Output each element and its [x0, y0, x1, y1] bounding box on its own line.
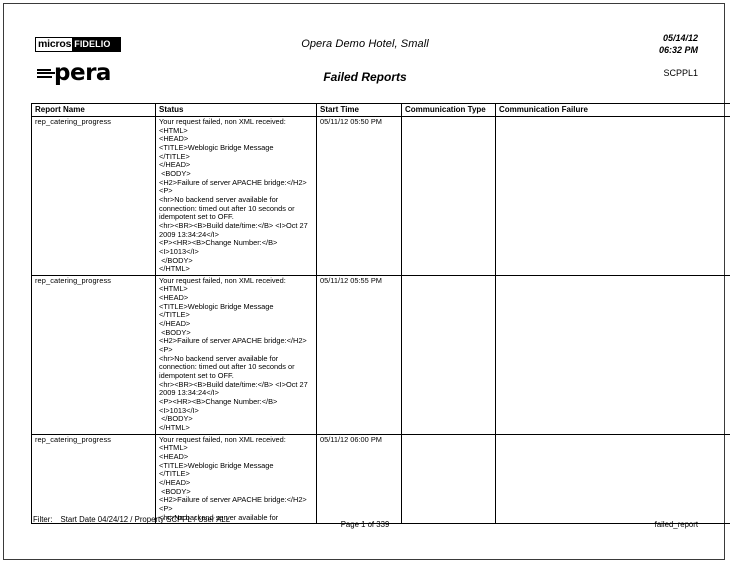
cell-status: Your request failed, non XML received:<H… [159, 117, 308, 274]
report-page: micros FIDELIO pera Opera Demo Hotel, Sm… [3, 3, 730, 560]
cell-report-name: rep_catering_progress [35, 275, 112, 285]
fidelio-wordmark: FIDELIO [72, 38, 120, 51]
page-title: Failed Reports [323, 70, 407, 84]
footer-filter: Filter: Start Date 04/24/12 / Property SC… [33, 515, 230, 524]
table-row: rep_catering_progress Your request faile… [31, 116, 730, 276]
hotel-name: Opera Demo Hotel, Small [301, 38, 429, 50]
print-date: 05/14/12 [662, 33, 698, 43]
opera-wordmark: pera [54, 60, 111, 86]
column-header-comm-type: Communication Type [401, 103, 496, 117]
table-header-row: Report Name Status Start Time Communicat… [31, 103, 730, 117]
column-header-report-name: Report Name [31, 103, 156, 117]
micros-wordmark: micros [36, 38, 73, 51]
print-time: 06:32 PM [658, 44, 698, 55]
print-timestamp: 05/14/12 06:32 PM [659, 33, 698, 56]
opera-logo: pera [37, 62, 111, 85]
report-file-name: failed_report [654, 520, 698, 529]
cell-status: Your request failed, non XML received:<H… [159, 275, 308, 432]
brand-logos: micros FIDELIO pera [35, 37, 155, 85]
opera-swoosh-icon [37, 65, 57, 83]
cell-start-time: 05/11/12 05:55 PM [320, 275, 382, 285]
cell-start-time: 05/11/12 05:50 PM [320, 117, 382, 126]
page-number: Page 1 of 339 [340, 520, 390, 529]
column-header-comm-failure: Communication Failure [495, 103, 730, 117]
cell-report-name: rep_catering_progress [35, 434, 112, 444]
cell-status: Your request failed, non XML received:<H… [159, 434, 307, 522]
column-header-start-time: Start Time [316, 103, 402, 117]
filter-value: Start Date 04/24/12 / Property SCPPL / U… [60, 515, 231, 524]
micros-fidelio-logo: micros FIDELIO [35, 37, 121, 52]
cell-start-time: 05/11/12 06:00 PM [320, 434, 382, 444]
failed-reports-table: Report Name Status Start Time Communicat… [31, 103, 730, 525]
table-row: rep_catering_progress Your request faile… [31, 433, 730, 525]
table-row: rep_catering_progress Your request faile… [31, 274, 730, 435]
property-code: SCPPL1 [663, 68, 698, 78]
cell-report-name: rep_catering_progress [35, 117, 112, 126]
filter-label: Filter: [33, 515, 53, 524]
column-header-status: Status [155, 103, 317, 117]
